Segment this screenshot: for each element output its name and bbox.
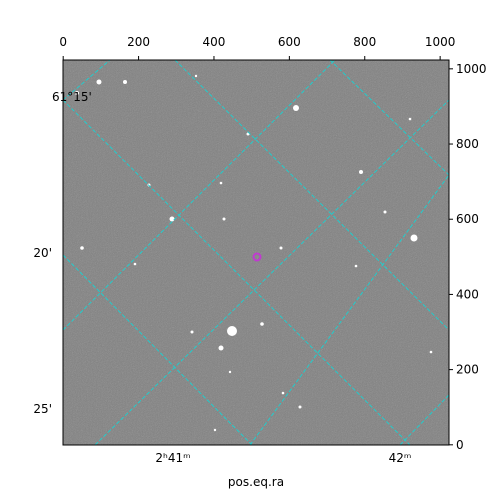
x-tick-label: 400 xyxy=(203,35,226,49)
y-tick-label: 600 xyxy=(456,212,479,226)
x-tick-label: 1000 xyxy=(425,35,456,49)
wcs-grid xyxy=(63,60,449,445)
frame xyxy=(62,59,450,446)
y-tick-label: 400 xyxy=(456,287,479,301)
x-axis-label: pos.eq.ra xyxy=(228,475,284,489)
stars xyxy=(75,74,433,432)
target-marker xyxy=(252,252,262,262)
dec-tick-label: 61°15' xyxy=(52,90,92,104)
x-tick-label: 0 xyxy=(59,35,67,49)
x-tick-label: 200 xyxy=(127,35,150,49)
dec-tick-label: 20' xyxy=(33,246,52,260)
y-tick-label: 800 xyxy=(456,137,479,151)
y-tick-label: 1000 xyxy=(456,62,487,76)
image-noise xyxy=(63,60,449,445)
dec-tick-label: 25' xyxy=(33,402,52,416)
x-tick-label: 600 xyxy=(278,35,301,49)
ra-tick-label: 2ʰ41ᵐ xyxy=(155,451,190,465)
y-tick-label: 200 xyxy=(456,363,479,377)
y-tick-label: 0 xyxy=(456,438,464,452)
x-tick-label: 800 xyxy=(353,35,376,49)
ra-tick-label: 42ᵐ xyxy=(389,451,412,465)
